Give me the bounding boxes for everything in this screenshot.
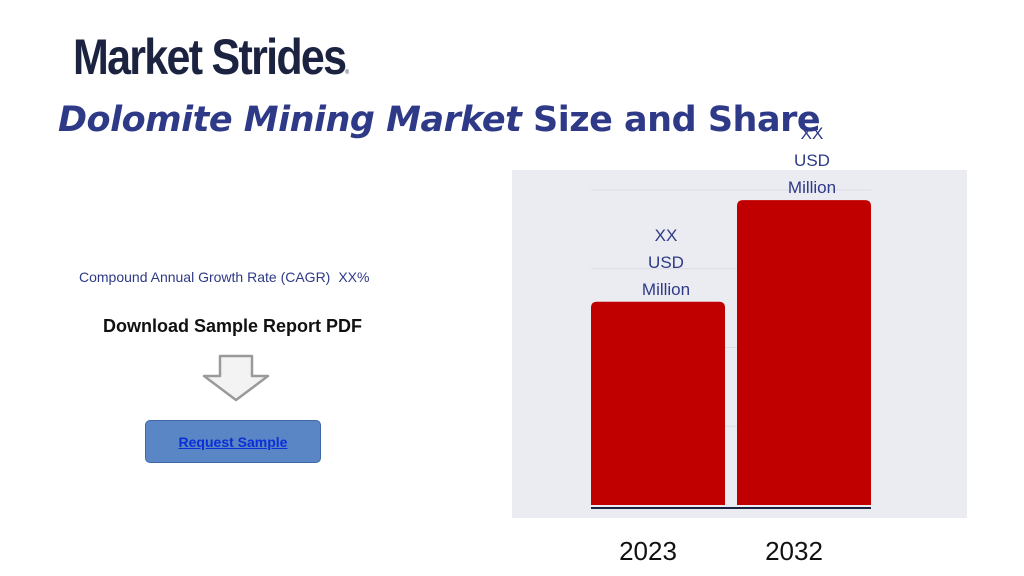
bar-2032 — [737, 200, 871, 505]
data-label: XX — [801, 124, 824, 143]
x-tick-label: 2032 — [765, 536, 823, 566]
down-arrow-icon — [202, 354, 270, 402]
cagr-label: Compound Annual Growth Rate (CAGR) — [79, 269, 331, 285]
data-label: Million — [788, 178, 836, 197]
market-strides-logo: Market Strides® — [73, 28, 349, 86]
logo-text: Market Strides — [73, 29, 347, 85]
cagr-line: Compound Annual Growth Rate (CAGR) XX% — [79, 269, 369, 285]
cagr-value: XX% — [338, 269, 370, 285]
data-label: USD — [794, 151, 830, 170]
data-label: USD — [648, 253, 684, 272]
data-label: Million — [642, 280, 690, 299]
title-market-name: Dolomite Mining Market — [58, 100, 522, 140]
bar-2023 — [591, 301, 725, 505]
registered-mark: ® — [345, 70, 350, 76]
x-tick-label: 2023 — [619, 536, 677, 566]
page-title: Dolomite Mining Market Size and Share — [58, 100, 821, 140]
data-label: XX — [655, 226, 678, 245]
request-sample-button[interactable]: Request Sample — [145, 420, 321, 463]
title-suffix: Size and Share — [521, 100, 821, 140]
download-sample-heading: Download Sample Report PDF — [103, 316, 363, 336]
